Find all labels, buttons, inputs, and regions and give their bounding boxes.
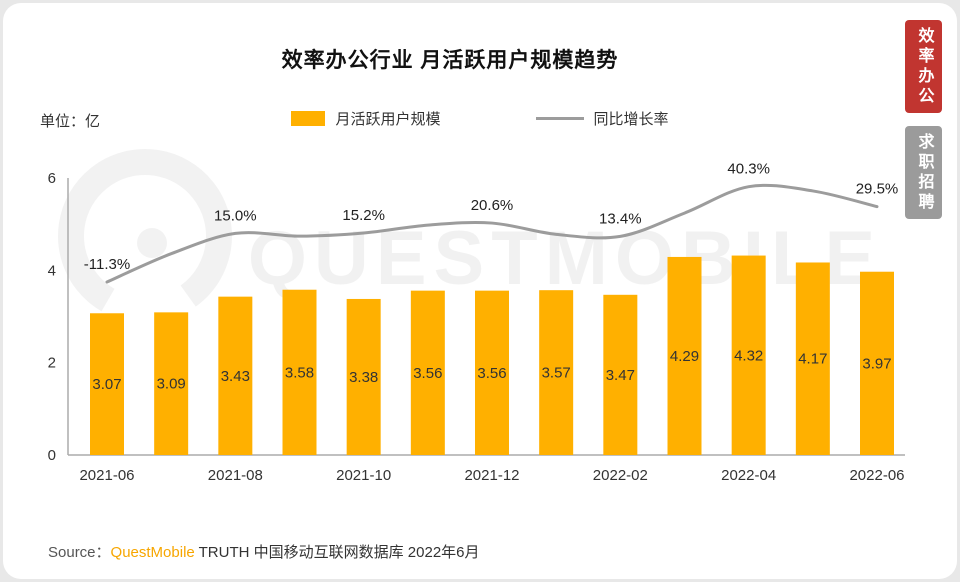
legend-line-label: 同比增长率 [593,111,669,128]
bar-value-label: 3.38 [349,369,378,386]
x-tick-label: 2022-04 [721,467,776,484]
source-prefix: Source： [48,544,111,561]
y-tick-label: 0 [48,447,56,464]
bar-2022-05 [795,262,830,455]
unit-label: 单位：亿 [40,113,101,130]
bar-value-label: 4.17 [798,351,827,368]
watermark-text: QUESTMOBILE [248,216,882,301]
bar-2022-01 [539,290,574,455]
bar-2021-10 [346,298,381,455]
bar-2021-07 [154,312,189,455]
growth-point-label: 20.6% [471,197,514,214]
bar-value-label: 3.58 [285,364,314,381]
bar-value-label: 3.09 [157,376,186,393]
bar-2021-09 [282,289,317,455]
bar-value-label: 4.29 [670,348,699,365]
growth-point-label: 29.5% [856,181,899,198]
growth-point-label: 15.2% [342,207,385,224]
growth-line [105,183,879,284]
bar-swatch-icon [291,111,326,126]
bar-value-label: 3.47 [606,367,635,384]
x-tick-label: 2021-10 [336,467,391,484]
bar-2021-08 [218,296,253,455]
legend-bar-label: 月活跃用户规模 [335,111,441,128]
bar-value-label: 3.43 [221,368,250,385]
x-tick-label: 2021-08 [208,467,263,484]
bar-series: 3.07 3.09 3.43 3.58 3.38 3.56 3.56 3.57 3.47 4.29… [90,255,894,455]
bar-2022-03 [667,256,702,455]
watermark-logo-ring [58,149,232,323]
axes: 0 2 4 6 2021-06 2021-08 2021-10 2021-12 2022-02 2… [48,170,905,484]
bar-2022-04 [731,255,766,455]
bar-2022-02 [603,294,638,455]
bar-value-label: 4.32 [734,347,763,364]
watermark: QUESTMOBILE [58,149,882,323]
bar-value-label: 3.57 [542,365,571,382]
y-tick-label: 4 [48,262,56,279]
legend: 月活跃用户规模 同比增长率 [0,108,960,129]
growth-point-label: 13.4% [599,210,642,227]
tab-job-recruitment[interactable]: 求职招聘 [905,126,942,219]
bar-value-label: 3.07 [92,376,121,393]
growth-point-label: 15.0% [214,207,257,224]
bar-value-label: 3.56 [413,365,442,382]
bar-value-label: 3.97 [862,355,891,372]
source-brand: QuestMobile [110,544,195,561]
page-title: 效率办公行业 月活跃用户规模趋势 [281,49,619,72]
source-note: Source：QuestMobile TRUTH 中国移动互联网数据库 2022… [48,541,480,562]
bar-2021-12 [475,290,509,455]
x-tick-label: 2021-12 [464,467,519,484]
legend-item-line: 同比增长率 [535,108,669,129]
tab-efficiency-office[interactable]: 效率办公 [905,20,942,113]
bar-2021-11 [410,290,445,455]
line-swatch-icon [535,117,584,120]
line-series [105,183,879,284]
y-tick-label: 6 [48,170,56,187]
x-tick-label: 2021-06 [79,467,134,484]
side-tab-group: 效率办公 求职招聘 [905,20,942,219]
bar-value-label: 3.56 [477,365,506,382]
x-tick-label: 2022-06 [849,467,904,484]
legend-item-bar: 月活跃用户规模 [291,108,441,129]
watermark-logo-dot [137,228,167,258]
x-tick-label: 2022-02 [593,467,648,484]
bar-2022-06 [860,271,894,455]
growth-point-label: 40.3% [727,161,770,178]
chart-labels: -11.3% 15.0% 15.2% 20.6% 13.4% 40.3% 29.5% [84,161,898,273]
source-rest: TRUTH 中国移动互联网数据库 2022年6月 [194,544,480,561]
y-tick-label: 2 [48,355,56,372]
bar-2021-06 [90,313,124,455]
growth-point-label: -11.3% [84,256,130,273]
